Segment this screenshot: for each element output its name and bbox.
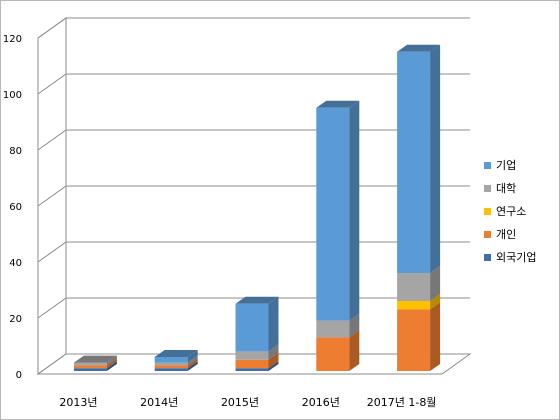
bar-segment [316, 320, 350, 338]
bar-segment [397, 273, 431, 301]
bar-segment-top [235, 296, 279, 304]
x-category-label: 2015년 [221, 396, 259, 409]
bar-segment [73, 368, 107, 371]
bar-segment-side [187, 350, 198, 363]
bar-segment-side [268, 296, 279, 352]
legend-swatch [484, 231, 491, 238]
bar-segment [73, 365, 107, 369]
bar-segment-side [430, 302, 441, 371]
bar-segment [73, 362, 107, 366]
y-tick-label: 40 [9, 258, 22, 269]
legend-swatch [484, 185, 491, 192]
y-tick-label: 60 [9, 202, 22, 213]
x-category-label: 2016년 [302, 396, 340, 409]
floor [36, 353, 472, 375]
bar-segment-side [187, 361, 198, 371]
legend-label: 대학 [496, 182, 516, 195]
legend-swatch [484, 162, 491, 169]
y-tick-label: 20 [9, 314, 22, 325]
bar-segment [154, 357, 188, 363]
bar-segment [235, 359, 269, 369]
bar-segment-side [349, 313, 360, 338]
bar-segment [235, 303, 269, 352]
bar-segment-side [268, 361, 279, 371]
legend-label: 외국기업 [496, 251, 536, 264]
bar-segment [397, 309, 431, 371]
y-tick-label: 0 [16, 370, 22, 381]
bar-segment-top [154, 350, 198, 357]
legend-swatch [484, 254, 491, 261]
bar-segment-side [187, 355, 198, 366]
bar-segment-side [106, 361, 117, 371]
bar-segment-side [349, 330, 360, 371]
x-category-label: 2013년 [59, 396, 97, 409]
legend-swatch [484, 208, 491, 215]
y-tick-label: 80 [9, 146, 22, 157]
bar-segment-side [430, 294, 441, 310]
bar-segment-side [268, 352, 279, 369]
bar-segment-top [73, 355, 117, 363]
bar-segment-side [430, 266, 441, 301]
bar-segment [154, 365, 188, 369]
legend-label: 기업 [496, 159, 516, 172]
bar-segment [154, 368, 188, 371]
legend-label: 연구소 [496, 205, 526, 218]
legend-label: 개인 [496, 228, 516, 241]
x-category-label: 2017년 1-8월 [367, 396, 437, 409]
y-tick-label: 120 [3, 34, 22, 45]
bar-segment [154, 362, 188, 366]
bar-segment-side [106, 355, 117, 366]
bar-segment-top [397, 44, 441, 52]
bar-segment-side [430, 44, 441, 273]
bar-segment-top [316, 100, 360, 108]
gridline [37, 73, 470, 95]
y-tick-label: 100 [3, 90, 22, 101]
x-category-label: 2014년 [140, 396, 178, 409]
bar-segment-side [187, 358, 198, 369]
bar-segment-side [349, 100, 360, 321]
bar-segment [235, 368, 269, 371]
bar-segment [316, 337, 350, 371]
gridline [37, 17, 470, 39]
bar-segment-side [106, 358, 117, 369]
bar-segment [316, 107, 350, 321]
bar-segment [235, 351, 269, 360]
bar-segment [397, 51, 431, 273]
bar-segment [397, 301, 431, 310]
bar-segment-side [268, 344, 279, 360]
